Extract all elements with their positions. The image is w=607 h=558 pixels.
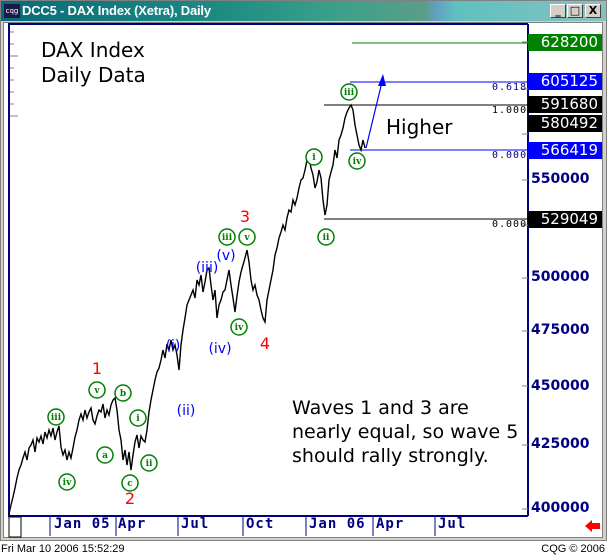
wave-label-iii-late: iii [344, 88, 355, 98]
y-tick-400000: 400000 [531, 500, 590, 516]
wave-label-paren-iii: (iii) [196, 260, 219, 276]
x-tick-apr06: Apr [376, 516, 405, 532]
fib-ratio-1000: 1.000 [492, 105, 528, 116]
x-tick-jan06: Jan 06 [309, 516, 366, 532]
wave-label-i-late: i [312, 153, 316, 163]
price-tag-580492: 580492 [540, 114, 598, 132]
price-tag-605125: 605125 [540, 72, 598, 90]
chart-heading-line1: DAX Index [41, 38, 145, 62]
x-tick-jan05: Jan 05 [54, 516, 111, 532]
higher-annotation: Higher [386, 115, 453, 139]
wave-label-iii-mid: iii [222, 233, 233, 243]
wave-note: Waves 1 and 3 are nearly equal, so wave … [292, 396, 518, 468]
wave-label-iv-small: iv [63, 478, 72, 488]
wave-label-iii-small: iii [51, 413, 62, 423]
wave-note-line2: nearly equal, so wave 5 [292, 421, 519, 443]
wave-label-4: 4 [260, 334, 270, 353]
fib-ratio-0000-upper: 0.000 [492, 150, 528, 161]
wave-label-a: a [102, 451, 108, 461]
y-tick-475000: 475000 [531, 322, 590, 338]
fib-ratio-0000-lower: 0.000 [492, 219, 528, 230]
wave-label-paren-v: (v) [216, 248, 235, 264]
wave-label-v-mid: v [243, 233, 250, 243]
wave-label-b: b [120, 389, 126, 399]
x-tick-jul05: Jul [181, 516, 210, 532]
y-tick-550000: 550000 [531, 171, 590, 187]
wave-note-line1: Waves 1 and 3 are [292, 397, 469, 419]
price-tag-591680: 591680 [540, 95, 598, 113]
wave-note-line3: should rally strongly. [292, 445, 489, 467]
status-bar: Fri Mar 10 2006 15:52:29 CQG © 2006 [0, 541, 607, 558]
x-tick-oct05: Oct [246, 516, 275, 532]
title-bar[interactable]: cqg DCC5 - DAX Index (Xetra), Daily _ □ … [1, 1, 606, 21]
wave-label-2: 2 [125, 489, 135, 508]
window-title: DCC5 - DAX Index (Xetra), Daily [22, 3, 211, 18]
y-tick-500000: 500000 [531, 269, 590, 285]
wave-label-ii-late: ii [323, 233, 330, 243]
status-copyright: CQG © 2006 [541, 543, 605, 555]
wave-label-c: c [127, 479, 133, 489]
fib-ratio-0618: 0.618 [492, 82, 528, 93]
wave-label-paren-ii: (ii) [177, 403, 196, 419]
wave-label-v-small: v [93, 386, 100, 396]
wave-label-ii-small: ii [146, 459, 153, 469]
y-tick-450000: 450000 [531, 378, 590, 394]
x-tick-jul06: Jul [438, 516, 467, 532]
wave-label-paren-i: (i) [166, 338, 181, 354]
cqg-app-icon: cqg [4, 4, 20, 18]
y-tick-425000: 425000 [531, 436, 590, 452]
wave-label-1: 1 [92, 359, 102, 378]
wave-label-paren-iv: (iv) [208, 341, 231, 357]
price-tag-628200: 628200 [540, 33, 598, 51]
price-tag-529049: 529049 [540, 210, 598, 228]
close-button[interactable]: X [585, 4, 601, 18]
price-tag-566419: 566419 [540, 141, 598, 159]
wave-label-iv-late: iv [353, 157, 362, 167]
wave-label-i-small: i [136, 414, 140, 424]
x-tick-apr05: Apr [118, 516, 147, 532]
chart-heading-line2: Daily Data [41, 63, 146, 87]
wave-label-iv-mid: iv [235, 323, 244, 333]
scroll-left-arrow-icon [585, 520, 600, 532]
status-timestamp: Fri Mar 10 2006 15:52:29 [1, 543, 125, 555]
wave-label-3: 3 [240, 207, 250, 226]
maximize-button[interactable]: □ [567, 4, 583, 18]
minimize-button[interactable]: _ [550, 4, 566, 18]
price-chart: iii iv v a b c i ii iii v iv i ii iii iv… [8, 23, 602, 538]
